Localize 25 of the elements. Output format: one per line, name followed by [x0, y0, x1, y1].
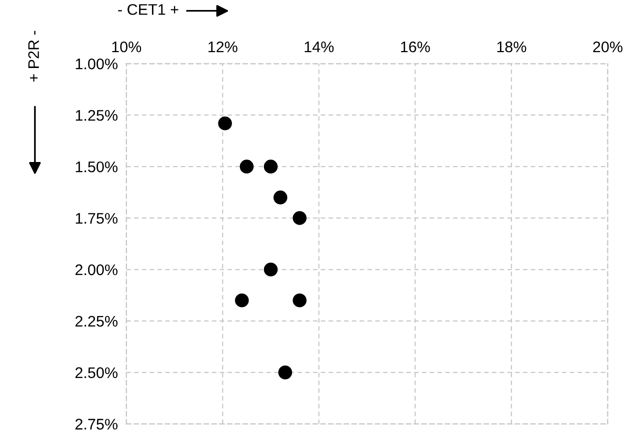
x-tick-label: 20%: [593, 41, 622, 52]
point: [278, 366, 292, 380]
y-axis-title: + P2R -: [28, 30, 39, 82]
y-tick-label: 2.75%: [75, 418, 118, 430]
point: [292, 293, 307, 308]
y-tick-label: 1.25%: [76, 110, 118, 121]
point: [218, 116, 232, 130]
y-tick-label: 2.50%: [75, 367, 118, 378]
point: [234, 293, 249, 308]
y-tick-label: 1.50%: [76, 161, 118, 172]
point: [264, 160, 278, 174]
x-tick-label: 18%: [497, 41, 526, 52]
point: [292, 211, 307, 225]
point: [273, 190, 288, 204]
y-tick-label: 1.75%: [76, 212, 118, 224]
point: [264, 262, 278, 276]
x-tick-label: 16%: [401, 41, 430, 52]
y-tick-label: 2.00%: [75, 264, 118, 276]
y-tick-label: 2.25%: [75, 316, 118, 327]
point: [240, 160, 254, 174]
x-tick-label: 14%: [304, 42, 334, 52]
x-tick-label: 12%: [208, 41, 238, 52]
y-tick-label: 1.00%: [76, 58, 118, 70]
x-axis-title: - CET1 +: [118, 4, 178, 15]
x-tick-label: 10%: [112, 41, 142, 52]
